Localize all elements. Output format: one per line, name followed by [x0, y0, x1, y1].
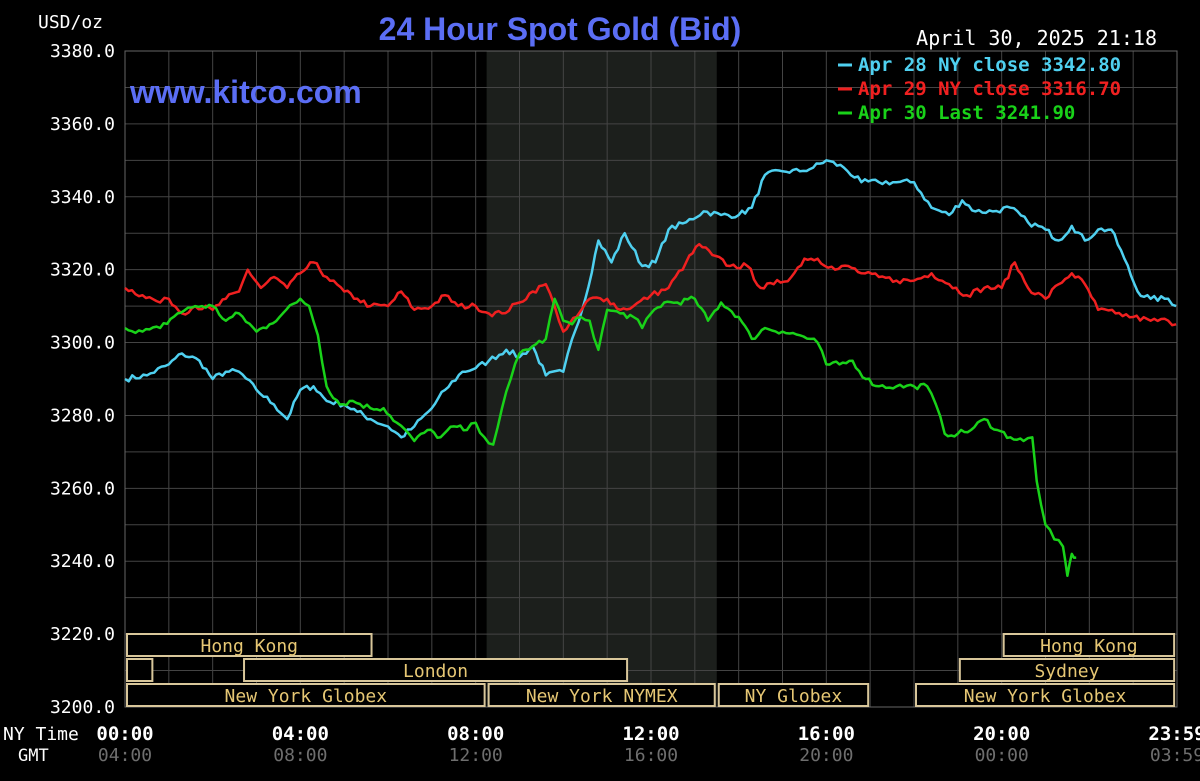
session-label: Sydney [1034, 661, 1099, 682]
session-box [958, 658, 1176, 682]
x-tick-label-gmt: 03:59 [1150, 745, 1200, 766]
series-line [124, 159, 1177, 439]
gmt-row-label: GMT [18, 746, 49, 766]
session-box [487, 683, 716, 707]
session-box [915, 683, 1176, 707]
session-box [243, 658, 629, 682]
y-tick-label: 3300.0 [50, 333, 115, 354]
session-label: Hong Kong [1040, 636, 1138, 657]
x-tick-labels: 00:00 04:00 08:00 12:00 16:00 20:00 23:5904:00… [96, 723, 1200, 766]
x-tick-label-ny: 16:00 [798, 723, 855, 745]
x-tick-label-ny: 20:00 [973, 723, 1030, 745]
x-tick-label-gmt: 12:00 [449, 745, 503, 766]
series-lines [124, 159, 1177, 578]
x-tick-label-ny: 00:00 [96, 723, 153, 745]
session-box [126, 633, 373, 657]
x-tick-label-gmt: 16:00 [624, 745, 678, 766]
session-box [1002, 633, 1176, 657]
x-tick-label-gmt: 08:00 [273, 745, 327, 766]
session-box [717, 683, 870, 707]
legend-entry: Apr 28 NY close 3342.80 [858, 54, 1121, 76]
x-tick-label-ny: 08:00 [447, 723, 504, 745]
series-line [124, 295, 1077, 578]
session-label: New York NYMEX [526, 686, 678, 707]
y-tick-label: 3320.0 [50, 260, 115, 281]
x-tick-label-ny: 23:59 [1148, 723, 1200, 745]
session-label: New York Globex [964, 686, 1127, 707]
session-label: Hong Kong [200, 636, 298, 657]
y-tick-label: 3380.0 [50, 41, 115, 62]
session-label: New York Globex [225, 686, 388, 707]
ny-time-row-label: NY Time [3, 724, 79, 745]
y-tick-label: 3200.0 [50, 697, 115, 718]
x-tick-label-ny: 04:00 [272, 723, 329, 745]
y-tick-label: 3280.0 [50, 405, 115, 426]
grid [124, 50, 1178, 708]
market-sessions: Hong Kong London New York Globex New York N… [126, 633, 1176, 707]
chart-title: 24 Hour Spot Gold (Bid) [379, 11, 742, 47]
y-tick-label: 3220.0 [50, 624, 115, 645]
session-label: NY Globex [745, 686, 843, 707]
kitco-watermark: www.kitco.com [129, 74, 362, 110]
x-tick-label-gmt: 04:00 [98, 745, 152, 766]
y-tick-label: 3240.0 [50, 551, 115, 572]
x-tick-label-gmt: 00:00 [975, 745, 1029, 766]
session-label: London [403, 661, 468, 682]
x-tick-label-ny: 12:00 [622, 723, 679, 745]
y-tick-label: 3260.0 [50, 478, 115, 499]
timestamp: April 30, 2025 21:18 [916, 26, 1157, 50]
y-axis-unit-label: USD/oz [38, 12, 103, 33]
y-tick-label: 3360.0 [50, 114, 115, 135]
y-tick-labels: 3200.0 3220.0 3240.0 3260.0 3280.0 3300.0 3320… [50, 41, 115, 718]
legend-entry: Apr 29 NY close 3316.70 [858, 78, 1121, 100]
legend-entry: Apr 30 Last 3241.90 [858, 102, 1075, 124]
y-tick-label: 3340.0 [50, 187, 115, 208]
series-line [124, 242, 1177, 333]
x-tick-label-gmt: 20:00 [799, 745, 853, 766]
session-box [126, 658, 154, 682]
session-box [126, 683, 486, 707]
